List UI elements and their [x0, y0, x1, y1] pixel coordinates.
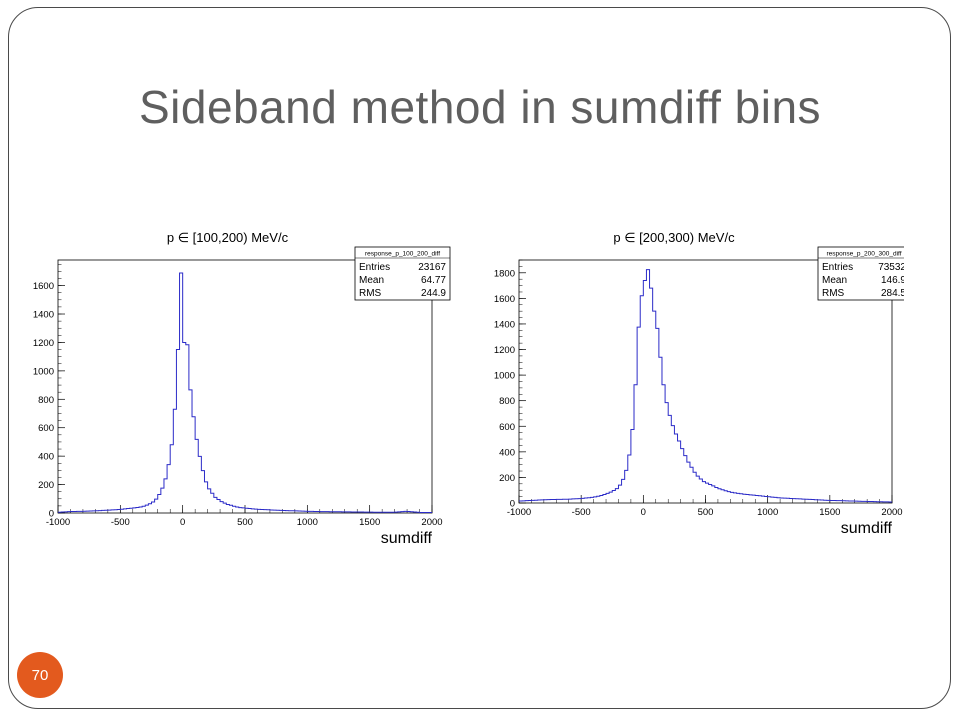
y-tick-label: 1600 — [494, 294, 515, 305]
y-tick-label: 1400 — [494, 319, 515, 330]
stats-row-value: 284.5 — [881, 288, 904, 299]
y-tick-label: 600 — [38, 423, 54, 434]
stats-row-value: 146.9 — [881, 275, 904, 286]
y-tick-label: 1200 — [494, 345, 515, 356]
x-tick-label: 1000 — [757, 507, 778, 518]
x-axis-label: sumdiff — [841, 520, 893, 537]
y-tick-label: 400 — [38, 452, 54, 463]
x-tick-label: 0 — [180, 517, 185, 528]
stats-row-value: 244.9 — [421, 288, 446, 299]
y-tick-label: 1200 — [33, 338, 54, 349]
histogram-series — [58, 272, 432, 514]
y-tick-label: 800 — [499, 396, 515, 407]
stats-row-value: 23167 — [418, 262, 446, 273]
y-tick-label: 0 — [49, 509, 54, 520]
histogram-panel-right: p ∈ [200,300) MeV/c 0 200 400 600 800 1000 1200… — [494, 230, 904, 537]
x-tick-label: -1000 — [46, 517, 70, 528]
x-tick-label: 0 — [641, 507, 646, 518]
x-tick-label: 1500 — [359, 517, 380, 528]
x-axis-label: sumdiff — [381, 530, 433, 547]
stats-row-label: Entries — [822, 262, 853, 273]
y-tick-label: 1000 — [494, 371, 515, 382]
y-tick-label: 1400 — [33, 310, 54, 321]
histogram-panel-left: p ∈ [100,200) MeV/c 0 200 400 600 800 1000 1200… — [33, 230, 451, 547]
y-tick-label: 1800 — [494, 268, 515, 279]
y-tick-label: 200 — [38, 480, 54, 491]
plot-title: p ∈ [100,200) MeV/c — [167, 230, 289, 245]
stats-row-label: Mean — [359, 275, 384, 286]
stats-box — [817, 246, 904, 301]
x-tick-label: 2000 — [881, 507, 902, 518]
x-tick-label: 500 — [237, 517, 253, 528]
y-tick-label: 400 — [499, 447, 515, 458]
histogram-series — [519, 269, 892, 503]
stats-row-value: 64.77 — [421, 275, 446, 286]
x-tick-label: -1000 — [507, 507, 531, 518]
y-tick-label: 800 — [38, 395, 54, 406]
stats-row-label: Mean — [822, 275, 847, 286]
stats-row-label: RMS — [359, 288, 382, 299]
y-tick-label: 600 — [499, 422, 515, 433]
stats-row-value: 73532 — [878, 262, 904, 273]
y-tick-label: 200 — [499, 473, 515, 484]
x-tick-label: 500 — [698, 507, 714, 518]
stats-title: response_p_200_300_diff — [826, 251, 901, 258]
x-tick-label: 1500 — [819, 507, 840, 518]
y-tick-label: 0 — [510, 499, 515, 510]
slide-title: Sideband method in sumdiff bins — [138, 81, 822, 133]
stats-row-label: RMS — [822, 288, 845, 299]
y-tick-label: 1600 — [33, 281, 54, 292]
slide-frame — [8, 7, 951, 709]
plot-title: p ∈ [200,300) MeV/c — [613, 230, 735, 245]
stats-title: response_p_100_200_diff — [365, 251, 440, 258]
x-tick-label: 1000 — [297, 517, 318, 528]
y-tick-label: 1000 — [33, 366, 54, 377]
stats-row-label: Entries — [359, 262, 390, 273]
x-tick-label: 2000 — [421, 517, 442, 528]
page-number-badge: 70 — [17, 652, 63, 698]
x-tick-label: -500 — [572, 507, 591, 518]
stats-box — [354, 246, 451, 301]
x-tick-label: -500 — [111, 517, 130, 528]
